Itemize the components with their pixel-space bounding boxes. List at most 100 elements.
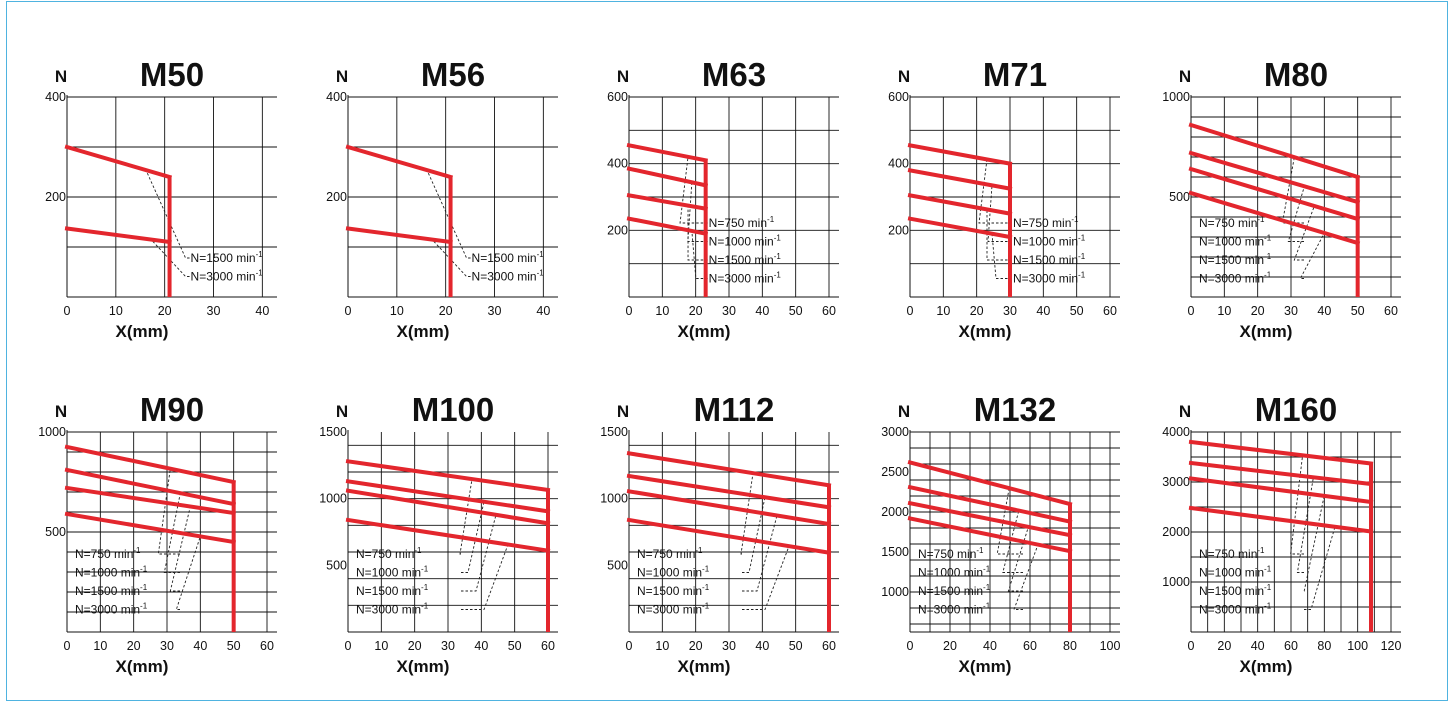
x-tick-label: 40 xyxy=(983,639,997,653)
series-label: N=750 min-1 xyxy=(918,546,984,561)
x-tick-label: 60 xyxy=(1384,304,1398,318)
series-line xyxy=(1188,476,1374,505)
series-label: N=1500 min-1 xyxy=(918,583,991,598)
x-tick-label: 0 xyxy=(345,304,352,318)
y-tick-label: 200 xyxy=(45,190,66,204)
y-axis-label: N xyxy=(1179,402,1191,421)
y-axis-label: N xyxy=(898,67,910,86)
chart-m132: M132 N 1000 1500 2000 2500 3000 0 20 40 60 80 100 X(m… xyxy=(881,391,1120,676)
series-line xyxy=(1188,166,1361,222)
series-line xyxy=(345,488,551,526)
x-tick-label: 0 xyxy=(345,639,352,653)
series-label: N=1000 min-1 xyxy=(1013,234,1086,249)
y-tick-label: 200 xyxy=(326,190,347,204)
leader-line xyxy=(461,544,509,610)
chart-title: M80 xyxy=(1264,56,1328,93)
x-tick-label: 50 xyxy=(789,304,803,318)
x-axis-label: X(mm) xyxy=(1240,657,1293,676)
y-tick-label: 1000 xyxy=(600,492,628,506)
y-tick-label: 200 xyxy=(888,223,909,237)
leader-line xyxy=(978,159,1012,224)
x-tick-label: 30 xyxy=(488,304,502,318)
x-tick-label: 60 xyxy=(822,639,836,653)
series-line xyxy=(64,485,236,516)
y-axis-label: N xyxy=(617,67,629,86)
y-tick-label: 1500 xyxy=(319,425,347,439)
series-label: N=1000 min-1 xyxy=(75,565,148,580)
y-tick-label: 1000 xyxy=(38,425,66,439)
x-tick-label: 50 xyxy=(789,639,803,653)
series-label: N=1000 min-1 xyxy=(356,565,429,580)
leader-line xyxy=(145,169,190,259)
chart-m63: M63 N 200 400 600 0 10 20 30 40 50 60 X(mm) N=750 min… xyxy=(607,56,839,341)
y-tick-label: 500 xyxy=(1169,190,1190,204)
series-label: N=1000 min-1 xyxy=(918,565,991,580)
x-tick-label: 0 xyxy=(64,304,71,318)
series-label: N=3000 min-1 xyxy=(637,602,710,617)
chart-title: M50 xyxy=(140,56,204,93)
x-tick-label: 10 xyxy=(109,304,123,318)
chart-title: M160 xyxy=(1255,391,1338,428)
leader-line xyxy=(1002,510,1023,573)
x-tick-label: 0 xyxy=(626,304,633,318)
x-tick-label: 40 xyxy=(255,304,269,318)
x-tick-label: 20 xyxy=(127,639,141,653)
x-tick-label: 20 xyxy=(158,304,172,318)
series-line xyxy=(345,517,551,553)
series-label: N=1500 min-1 xyxy=(1199,252,1272,267)
chart-m112: M112 N 500 1000 1500 0 10 20 30 40 50 60 X(mm) N=750 … xyxy=(600,391,839,676)
chart-m50: M50 N 200 400 0 10 20 30 40 X(mm) N=1500 min-1 N=30… xyxy=(45,56,277,341)
series-line xyxy=(907,143,1013,166)
chart-m100: M100 N 500 1000 1500 0 10 20 30 40 50 60 X(mm) N=750 … xyxy=(319,391,558,676)
x-tick-label: 40 xyxy=(193,639,207,653)
series-label: N=1500 min-1 xyxy=(1199,583,1272,598)
y-tick-label: 2000 xyxy=(881,505,909,519)
y-tick-label: 1000 xyxy=(1162,90,1190,104)
y-axis-label: N xyxy=(55,402,67,421)
y-tick-label: 1000 xyxy=(1162,575,1190,589)
y-tick-label: 3000 xyxy=(1162,475,1190,489)
x-tick-label: 100 xyxy=(1100,639,1121,653)
x-tick-label: 80 xyxy=(1317,639,1331,653)
series-label: N=750 min-1 xyxy=(637,546,703,561)
x-tick-label: 80 xyxy=(1063,639,1077,653)
y-tick-label: 4000 xyxy=(1162,425,1190,439)
y-tick-label: 400 xyxy=(607,157,628,171)
y-tick-label: 600 xyxy=(607,90,628,104)
leader-line xyxy=(687,205,708,261)
x-tick-label: 40 xyxy=(755,304,769,318)
x-tick-label: 0 xyxy=(64,639,71,653)
leader-line xyxy=(169,506,191,592)
x-tick-label: 0 xyxy=(626,639,633,653)
x-tick-label: 120 xyxy=(1381,639,1402,653)
series-line xyxy=(345,479,551,514)
x-tick-label: 100 xyxy=(1347,639,1368,653)
x-axis-label: X(mm) xyxy=(1240,322,1293,341)
x-tick-label: 40 xyxy=(755,639,769,653)
x-tick-label: 0 xyxy=(907,639,914,653)
leader-line xyxy=(175,536,201,610)
chart-title: M71 xyxy=(983,56,1047,93)
y-tick-label: 600 xyxy=(888,90,909,104)
series-line xyxy=(626,216,709,237)
series-line xyxy=(345,459,551,493)
chart-title: M112 xyxy=(694,391,775,428)
chart-m80: M80 N 500 1000 0 10 20 30 40 50 60 X(mm) N=750 min-1… xyxy=(1162,56,1401,341)
x-tick-label: 50 xyxy=(227,639,241,653)
chart-title: M100 xyxy=(412,391,495,428)
leader-line xyxy=(1013,544,1039,610)
chart-title: M56 xyxy=(421,56,485,93)
x-tick-label: 60 xyxy=(260,639,274,653)
series-label: N=750 min-1 xyxy=(1199,215,1265,230)
y-tick-label: 3000 xyxy=(881,425,909,439)
x-tick-label: 60 xyxy=(1103,304,1117,318)
chart-m56: M56 N 200 400 0 10 20 30 40 X(mm) N=1500 min-1 N=30… xyxy=(326,56,558,341)
y-axis-label: N xyxy=(1179,67,1191,86)
y-tick-label: 1500 xyxy=(881,545,909,559)
series-label: N=750 min-1 xyxy=(1199,546,1265,561)
chart-m71: M71 N 200 400 600 0 10 20 30 40 50 60 X(mm) N=750 min… xyxy=(888,56,1120,341)
chart-title: M132 xyxy=(974,391,1057,428)
x-tick-label: 10 xyxy=(936,304,950,318)
x-tick-label: 30 xyxy=(207,304,221,318)
